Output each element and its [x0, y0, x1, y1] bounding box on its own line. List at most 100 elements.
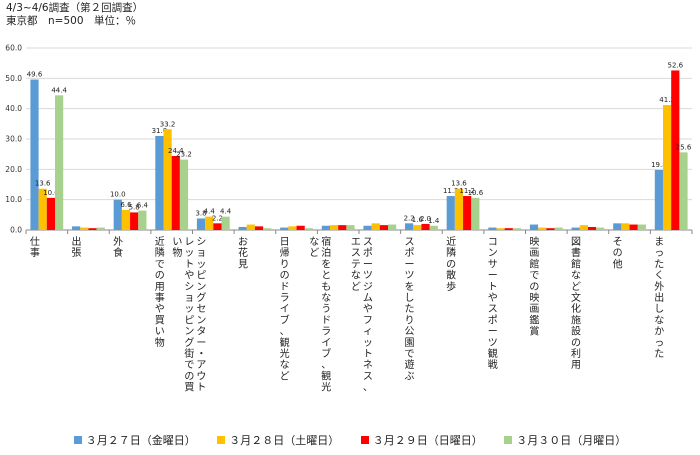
category-label: その他: [613, 236, 623, 270]
y-tick-label: 10.0: [5, 195, 22, 204]
legend-swatch: [217, 436, 226, 444]
bar: [529, 224, 539, 230]
legend-item-mar30: ３月３０日（月曜日）: [504, 432, 626, 448]
legend-item-mar29: ３月２９日（日曜日）: [360, 432, 483, 448]
bar-value-label: 13.6: [451, 180, 467, 188]
bar-value-label: 2.2: [212, 214, 223, 222]
bar: [113, 199, 122, 230]
bar: [446, 196, 455, 230]
bar: [38, 188, 47, 230]
bar-value-label: 10.6: [43, 189, 59, 197]
bar: [579, 225, 588, 230]
legend-label: ３月２８日（土曜日）: [229, 434, 340, 447]
survey-period-label: 4/3~4/6調査（第２回調査）: [6, 2, 144, 14]
bar: [654, 169, 663, 230]
bar: [30, 79, 39, 231]
category-label: コンサートやスポーツ観戦: [488, 237, 498, 371]
bar: [371, 223, 380, 230]
bar: [512, 228, 522, 230]
category-label: ショッピングセンター・アウトレットやショッピング街での買い物: [172, 237, 206, 394]
bar-chart: 0.010.020.030.040.050.060.049.613.610.64…: [5, 44, 693, 394]
legend-label: ３月２９日（日曜日）: [372, 434, 483, 447]
bar: [55, 95, 64, 230]
chart-legend: ３月２７日（金曜日） ３月２８日（土曜日） ３月２９日（日曜日） ３月３０日（月…: [0, 432, 700, 448]
bar: [554, 227, 563, 230]
bar: [671, 70, 680, 231]
bar-value-label: 13.6: [35, 180, 51, 188]
bar-value-label: 2.0: [420, 215, 431, 223]
bar: [121, 209, 131, 230]
bar: [179, 159, 189, 230]
bar: [538, 227, 547, 230]
bar: [571, 227, 580, 230]
bar-value-label: 24.4: [168, 147, 184, 155]
bar: [662, 105, 672, 230]
bar: [504, 228, 513, 230]
bar-value-label: 4.4: [220, 208, 232, 216]
bar: [171, 155, 180, 230]
bar: [637, 224, 646, 230]
bar: [679, 152, 688, 230]
bar: [321, 225, 330, 230]
bar-value-label: 25.6: [676, 143, 692, 151]
category-label: 図書館など文化施設の利用: [571, 236, 581, 371]
bar-value-label: 1.4: [428, 217, 440, 225]
legend-item-mar28: ３月２８日（土曜日）: [217, 432, 339, 448]
bar: [280, 227, 289, 230]
bar: [96, 227, 105, 230]
category-label: 出張: [71, 235, 81, 259]
bar-value-label: 31.0: [152, 127, 168, 135]
bar: [72, 226, 81, 230]
bar-value-label: 41.2: [659, 96, 675, 104]
category-label: 仕事: [30, 235, 40, 259]
bar: [413, 225, 422, 230]
category-label: 映画館での映画鑑賞: [529, 236, 539, 338]
bar-value-label: 10.0: [110, 191, 126, 199]
bar-value-label: 4.4: [204, 208, 216, 216]
bar: [163, 129, 172, 230]
bar: [363, 225, 372, 230]
bar: [155, 135, 164, 230]
bar: [196, 218, 206, 230]
bar: [546, 228, 555, 230]
bar-value-label: 5.8: [129, 203, 140, 211]
y-tick-label: 30.0: [5, 135, 22, 144]
bar-value-label: 2.2: [404, 214, 415, 222]
bar: [429, 225, 438, 230]
bar: [454, 188, 464, 230]
bar-value-label: 44.4: [51, 86, 67, 94]
category-label: まったく外出しなかった: [654, 236, 664, 360]
bar: [488, 227, 497, 230]
bar: [388, 224, 397, 230]
bar: [329, 225, 339, 230]
legend-label: ３月２７日（金曜日）: [85, 434, 196, 447]
bar: [221, 216, 230, 230]
legend-item-mar27: ３月２７日（金曜日）: [73, 432, 196, 448]
bar: [88, 228, 97, 230]
bar: [238, 226, 247, 230]
bar: [254, 226, 264, 230]
bar: [130, 212, 139, 230]
legend-swatch: [504, 436, 513, 444]
bar: [213, 223, 222, 230]
bar: [405, 223, 414, 230]
bar-value-label: 10.6: [468, 189, 484, 197]
bar: [346, 225, 355, 230]
bar: [587, 226, 597, 230]
bar: [263, 228, 272, 230]
bar: [621, 223, 630, 230]
category-label: 宿泊をともなうドライブ、観光など: [309, 235, 331, 394]
bar-value-label: 6.4: [137, 202, 149, 210]
bar: [288, 226, 297, 230]
category-label: 外食: [113, 236, 123, 259]
bar: [296, 225, 305, 230]
bar: [246, 224, 255, 230]
bar-value-label: 23.2: [176, 151, 192, 159]
bar-value-label: 19.8: [651, 161, 667, 169]
legend-swatch: [360, 436, 369, 444]
bar: [304, 228, 313, 230]
y-tick-label: 40.0: [5, 104, 22, 113]
bar: [596, 227, 605, 230]
y-tick-label: 60.0: [5, 44, 22, 53]
bar: [629, 224, 638, 230]
